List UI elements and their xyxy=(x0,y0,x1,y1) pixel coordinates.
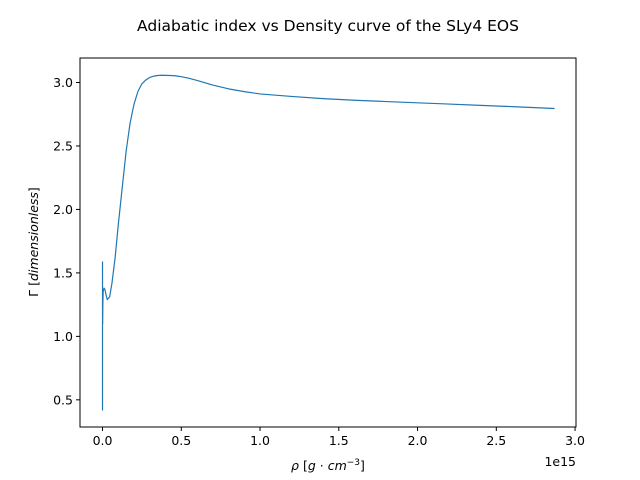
x-axis: 0.0 0.5 1.0 1.5 2.0 2.5 3.0 xyxy=(93,427,585,448)
x-tick-label: 0.0 xyxy=(93,433,113,448)
x-tick-label: 2.0 xyxy=(408,433,428,448)
x-tick-label: 1.0 xyxy=(250,433,270,448)
y-tick-label: 1.5 xyxy=(53,265,73,280)
y-axis-label: Γ [dimensionless] xyxy=(26,187,41,297)
series-layer xyxy=(101,74,555,411)
y-axis: 0.5 1.0 1.5 2.0 2.5 3.0 xyxy=(53,75,80,407)
x-axis-label: ρ [g · cm−3] xyxy=(291,458,365,473)
x-tick-label: 2.5 xyxy=(486,433,506,448)
y-tick-label: 2.5 xyxy=(53,138,73,153)
x-tick-label: 1.5 xyxy=(329,433,349,448)
x-tick-label: 3.0 xyxy=(565,433,585,448)
y-tick-label: 2.0 xyxy=(53,202,73,217)
y-tick-label: 3.0 xyxy=(53,75,73,90)
chart-title: Adiabatic index vs Density curve of the … xyxy=(137,17,519,35)
plot-area xyxy=(79,57,577,428)
x-tick-label: 0.5 xyxy=(171,433,191,448)
series-line xyxy=(101,74,555,411)
y-tick-label: 1.0 xyxy=(53,329,73,344)
x-offset-text: 1e15 xyxy=(544,454,576,469)
axes-frame xyxy=(79,57,577,428)
y-tick-label: 0.5 xyxy=(53,392,73,407)
